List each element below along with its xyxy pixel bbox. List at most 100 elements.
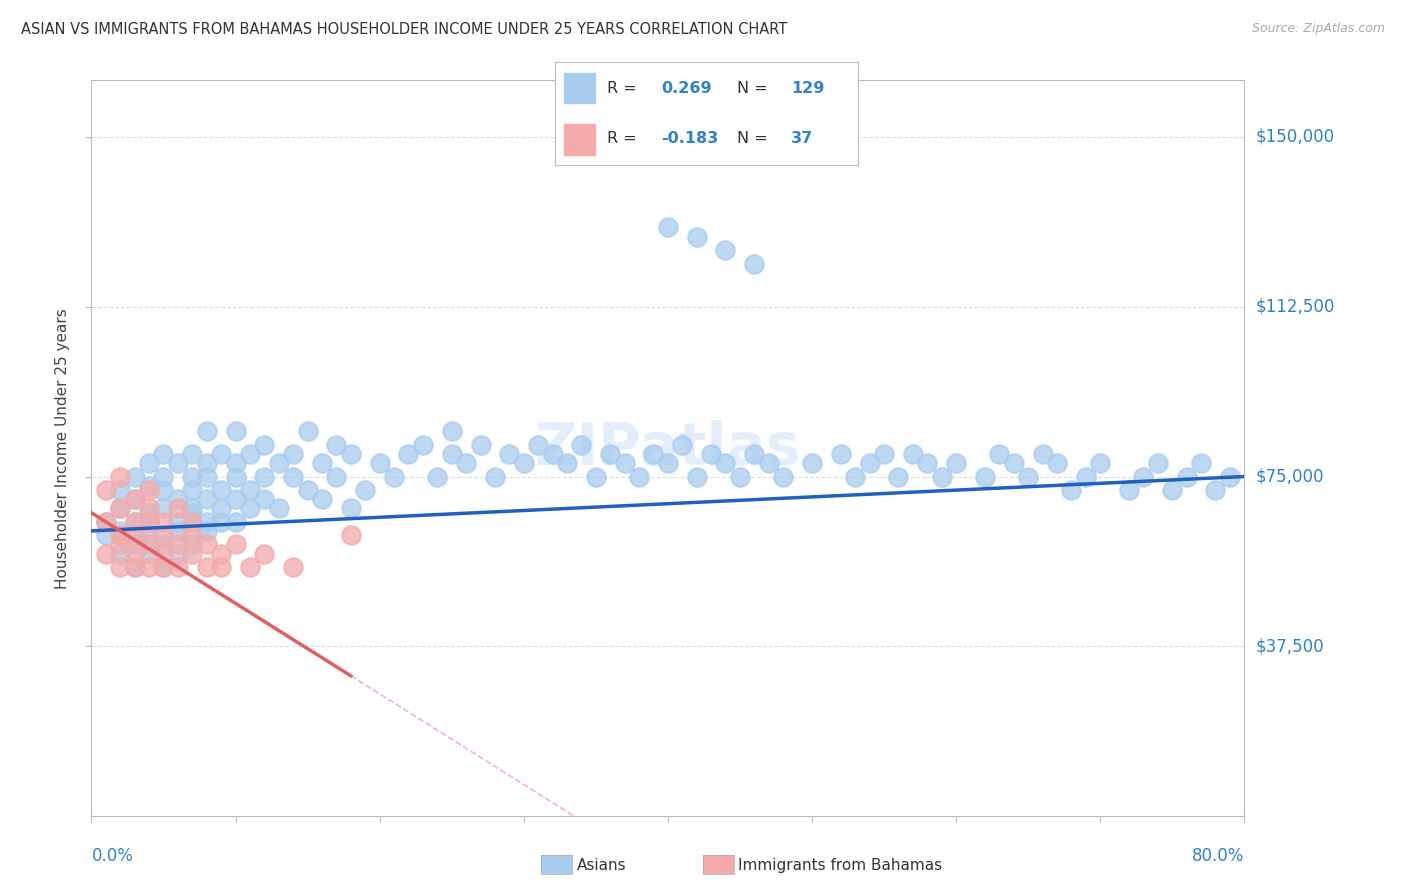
Point (110, 483, 132, 497)
Point (94, 547, 117, 561)
Text: R =: R = (607, 81, 641, 96)
Point (138, 478, 160, 492)
Point (209, 483, 232, 497)
Point (1132, 469, 1154, 483)
Text: N =: N = (737, 81, 773, 96)
Point (470, 438, 492, 452)
Point (110, 524, 132, 538)
Point (138, 547, 160, 561)
Point (440, 424, 463, 438)
Point (657, 456, 679, 470)
Point (627, 469, 650, 483)
Text: $75,000: $75,000 (1256, 467, 1324, 485)
Point (901, 447, 924, 461)
Point (1074, 469, 1097, 483)
Point (988, 447, 1011, 461)
Point (239, 447, 262, 461)
Point (110, 537, 132, 551)
Point (613, 456, 636, 470)
Point (297, 424, 319, 438)
Point (124, 492, 146, 507)
Point (124, 560, 146, 574)
Point (152, 560, 174, 574)
Point (1088, 456, 1111, 470)
Point (124, 492, 146, 507)
Point (368, 456, 391, 470)
Point (340, 501, 363, 516)
Point (253, 492, 276, 507)
Point (195, 456, 218, 470)
Point (138, 528, 160, 542)
Point (195, 560, 218, 574)
Point (513, 456, 536, 470)
Point (931, 469, 953, 483)
Point (454, 456, 477, 470)
Point (742, 447, 765, 461)
Point (1189, 456, 1212, 470)
Point (138, 483, 160, 497)
Text: Source: ZipAtlas.com: Source: ZipAtlas.com (1251, 22, 1385, 36)
Point (685, 229, 707, 244)
Point (181, 447, 204, 461)
Point (1002, 456, 1025, 470)
Point (124, 515, 146, 529)
Point (110, 547, 132, 561)
Point (253, 469, 276, 483)
Point (1060, 483, 1083, 497)
Text: N =: N = (737, 131, 773, 146)
Text: 129: 129 (792, 81, 824, 96)
Point (311, 456, 333, 470)
Point (325, 469, 347, 483)
Point (541, 447, 564, 461)
Y-axis label: Householder Income Under 25 years: Householder Income Under 25 years (55, 308, 70, 589)
Point (1032, 447, 1054, 461)
Point (152, 537, 174, 551)
Point (340, 528, 363, 542)
Point (166, 547, 188, 561)
Point (152, 547, 174, 561)
Point (426, 469, 449, 483)
Point (166, 501, 188, 516)
Point (138, 501, 160, 516)
Point (311, 492, 333, 507)
Point (152, 483, 174, 497)
Point (685, 469, 707, 483)
Point (412, 438, 434, 452)
Point (152, 515, 174, 529)
Point (110, 560, 132, 574)
Point (973, 469, 995, 483)
Point (281, 560, 305, 574)
Point (181, 515, 204, 529)
Point (728, 469, 751, 483)
Point (599, 447, 621, 461)
Point (700, 447, 723, 461)
Point (138, 506, 160, 520)
Text: Asians: Asians (576, 858, 626, 872)
Bar (564, 124, 595, 155)
Point (152, 501, 174, 516)
Point (94, 483, 117, 497)
Point (1046, 456, 1069, 470)
Point (858, 456, 880, 470)
Point (181, 506, 204, 520)
Point (382, 469, 405, 483)
Point (1118, 483, 1140, 497)
Text: ZIPatlas: ZIPatlas (534, 420, 801, 476)
Point (325, 438, 347, 452)
Point (498, 447, 520, 461)
Text: -0.183: -0.183 (661, 131, 718, 146)
Point (209, 447, 232, 461)
Point (239, 501, 262, 516)
Point (267, 501, 290, 516)
Point (166, 515, 188, 529)
Bar (564, 73, 595, 103)
Point (138, 515, 160, 529)
Point (484, 469, 506, 483)
Point (887, 469, 910, 483)
Point (181, 469, 204, 483)
Point (714, 243, 737, 257)
Point (225, 537, 247, 551)
Point (138, 456, 160, 470)
Point (195, 537, 218, 551)
Point (714, 456, 737, 470)
